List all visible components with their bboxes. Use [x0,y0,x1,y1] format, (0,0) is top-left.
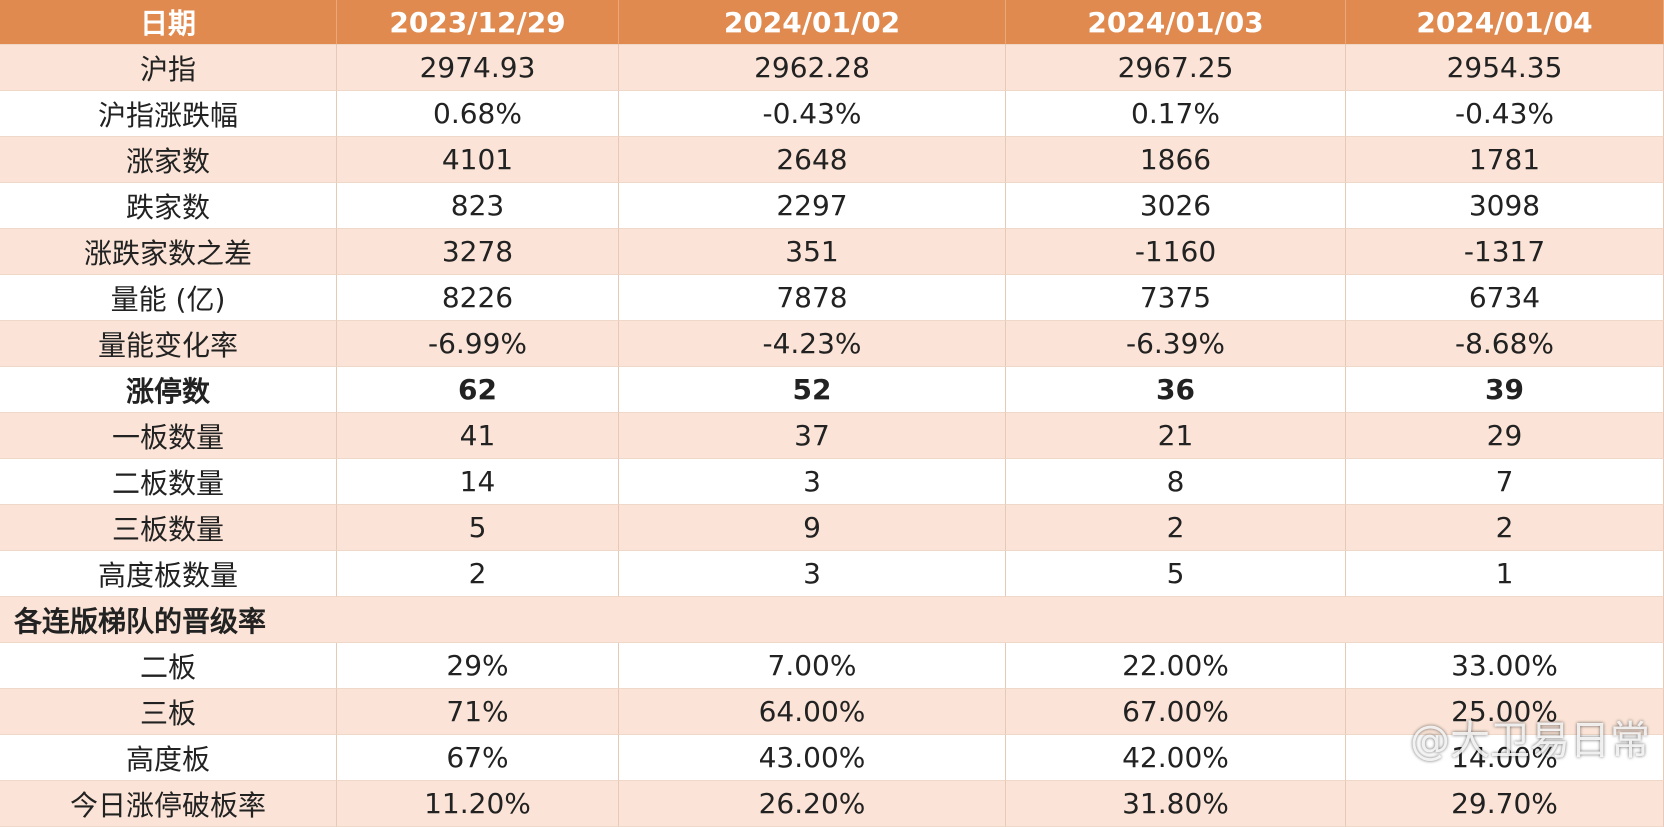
cell: 31.80% [1006,781,1346,827]
cell: 7 [1346,459,1664,505]
row-label: 跌家数 [0,183,337,229]
cell: 2297 [619,183,1006,229]
section-title: 各连版梯队的晋级率 [0,597,1664,643]
cell: 823 [337,183,619,229]
cell: 2 [1006,505,1346,551]
cell: -4.23% [619,321,1006,367]
cell: 42.00% [1006,735,1346,781]
cell: 26.20% [619,781,1006,827]
cell: 1781 [1346,137,1664,183]
row-label: 涨停数 [0,367,337,413]
cell: 62 [337,367,619,413]
cell: 5 [337,505,619,551]
cell: 29% [337,643,619,689]
cell: 2 [337,551,619,597]
row-label: 涨家数 [0,137,337,183]
cell: 39 [1346,367,1664,413]
cell: -0.43% [1346,91,1664,137]
cell: 2974.93 [337,45,619,91]
cell: 41 [337,413,619,459]
header-cell: 2024/01/04 [1346,0,1664,45]
watermark: @大卫易日常 [1410,718,1650,764]
cell: 37 [619,413,1006,459]
row-label: 高度板数量 [0,551,337,597]
header-cell: 日期 [0,0,337,45]
cell: 11.20% [337,781,619,827]
row-label: 二板 [0,643,337,689]
header-cell: 2024/01/03 [1006,0,1346,45]
cell: 33.00% [1346,643,1664,689]
row-label: 二板数量 [0,459,337,505]
cell: 64.00% [619,689,1006,735]
cell: 0.68% [337,91,619,137]
row-label: 量能 (亿) [0,275,337,321]
cell: 7.00% [619,643,1006,689]
cell: -6.39% [1006,321,1346,367]
cell: 8226 [337,275,619,321]
header-cell: 2024/01/02 [619,0,1006,45]
cell: 1866 [1006,137,1346,183]
cell: 4101 [337,137,619,183]
cell: 351 [619,229,1006,275]
cell: 43.00% [619,735,1006,781]
cell: 14 [337,459,619,505]
cell: 6734 [1346,275,1664,321]
row-label: 三板 [0,689,337,735]
cell: 7375 [1006,275,1346,321]
cell: 3 [619,459,1006,505]
cell: 2648 [619,137,1006,183]
cell: 2962.28 [619,45,1006,91]
cell: 2954.35 [1346,45,1664,91]
cell: 29 [1346,413,1664,459]
cell: 22.00% [1006,643,1346,689]
cell: -8.68% [1346,321,1664,367]
cell: 67.00% [1006,689,1346,735]
cell: 36 [1006,367,1346,413]
cell: 3098 [1346,183,1664,229]
cell: -1317 [1346,229,1664,275]
row-label: 沪指涨跌幅 [0,91,337,137]
cell: 9 [619,505,1006,551]
row-label: 三板数量 [0,505,337,551]
row-label: 涨跌家数之差 [0,229,337,275]
row-label: 沪指 [0,45,337,91]
row-label: 今日涨停破板率 [0,781,337,827]
cell: 1 [1346,551,1664,597]
header-cell: 2023/12/29 [337,0,619,45]
cell: 0.17% [1006,91,1346,137]
cell: -1160 [1006,229,1346,275]
cell: 3026 [1006,183,1346,229]
cell: -6.99% [337,321,619,367]
cell: 14.00% [1346,735,1664,781]
cell: -0.43% [619,91,1006,137]
row-label: 量能变化率 [0,321,337,367]
cell: 21 [1006,413,1346,459]
row-label: 一板数量 [0,413,337,459]
cell: 5 [1006,551,1346,597]
cell: 7878 [619,275,1006,321]
row-label: 高度板 [0,735,337,781]
cell: 52 [619,367,1006,413]
cell: 8 [1006,459,1346,505]
cell: 2 [1346,505,1664,551]
cell: 3278 [337,229,619,275]
cell: 3 [619,551,1006,597]
cell: 67% [337,735,619,781]
cell: 2967.25 [1006,45,1346,91]
cell: 29.70% [1346,781,1664,827]
cell: 71% [337,689,619,735]
